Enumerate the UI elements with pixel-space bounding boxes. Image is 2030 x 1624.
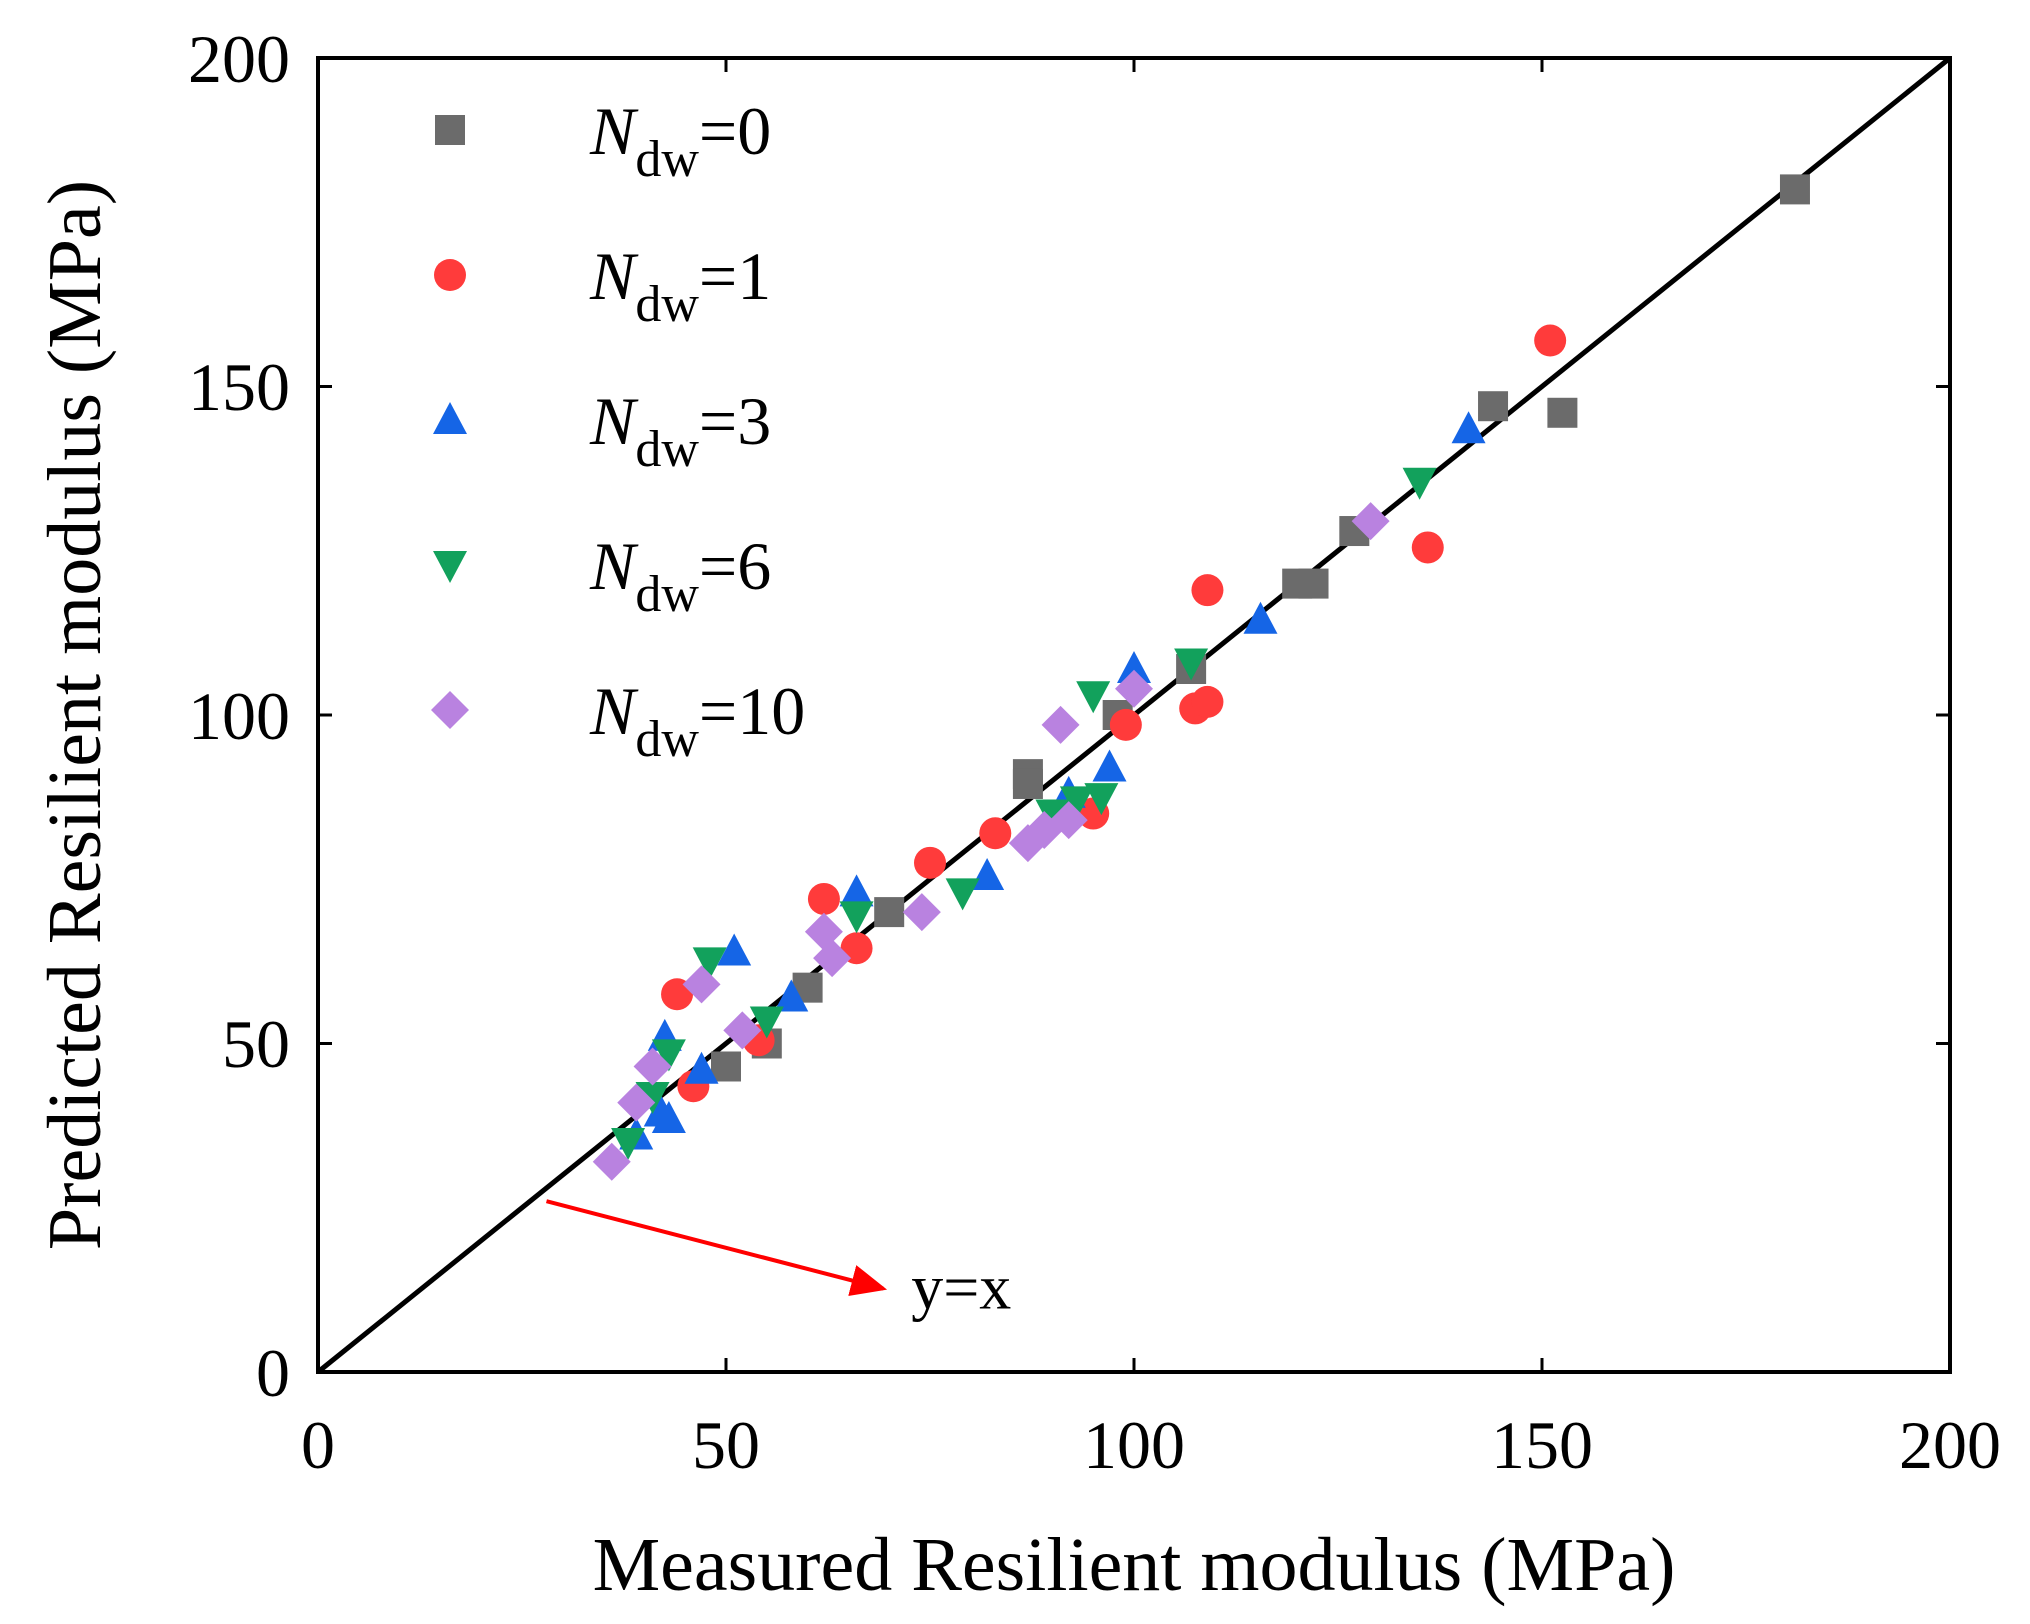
y-tick-label: 50	[222, 1006, 290, 1082]
legend-marker-square	[435, 115, 465, 145]
data-point	[592, 1142, 631, 1181]
data-point	[611, 1128, 646, 1161]
x-tick-label: 200	[1899, 1407, 2001, 1483]
legend-label: Ndw=3	[589, 383, 771, 478]
data-point	[1092, 749, 1127, 782]
data-point	[1547, 397, 1578, 428]
data-point	[1059, 786, 1094, 819]
x-tick-label: 0	[301, 1407, 335, 1483]
y-tick-label: 150	[188, 349, 290, 425]
data-point	[1035, 799, 1070, 832]
legend-label: Ndw=1	[589, 238, 771, 333]
annotation-label: y=x	[911, 1252, 1011, 1323]
data-point	[774, 979, 809, 1012]
data-point	[682, 965, 721, 1004]
data-point	[684, 1051, 719, 1084]
y-tick-label: 100	[188, 678, 290, 754]
data-point	[902, 893, 941, 932]
data-point	[914, 846, 946, 879]
tick-marks	[316, 56, 1952, 1374]
data-point	[1478, 391, 1509, 422]
data-point	[874, 897, 905, 928]
data-point	[1115, 669, 1153, 708]
legend-marker-diamond	[431, 691, 469, 729]
data-point	[970, 857, 1005, 890]
data-point	[1402, 467, 1437, 500]
data-point	[1411, 531, 1444, 564]
data-point	[1174, 648, 1209, 681]
data-point	[839, 901, 874, 934]
data-point	[979, 817, 1012, 850]
y-tick-label: 200	[188, 21, 290, 97]
series-triangle-down	[611, 467, 1437, 1161]
data-point	[1451, 411, 1486, 444]
data-point	[1351, 502, 1390, 541]
data-point	[1076, 681, 1111, 714]
legend-marker-triangle-down	[433, 551, 467, 583]
annotation-arrow	[545, 1199, 888, 1297]
legend-marker-triangle-up	[433, 402, 467, 434]
data-point	[1243, 601, 1278, 634]
y-tick-label: 0	[256, 1335, 290, 1411]
x-tick-label: 50	[692, 1407, 760, 1483]
data-point	[1084, 783, 1119, 816]
legend-label: Ndw=10	[589, 673, 805, 768]
data-point	[635, 1082, 670, 1115]
y-tick-labels: 0 50 100 150 200	[188, 21, 290, 1411]
data-point	[717, 933, 752, 966]
annotation-layer: y=x	[545, 1199, 1011, 1323]
legend-label: Ndw=6	[589, 528, 771, 623]
data-point	[617, 1083, 656, 1122]
x-axis-title: Measured Resilient modulus (MPa)	[593, 1523, 1676, 1607]
data-point	[1041, 705, 1080, 744]
data-point	[692, 947, 727, 980]
legend: Ndw=0 Ndw=1 Ndw=3 Ndw=6 Ndw=10	[431, 93, 805, 768]
y-axis-title: Predicted Resilient modulus (MPa)	[33, 180, 117, 1250]
legend-marker-circle	[434, 259, 466, 291]
data-point	[1298, 568, 1329, 599]
data-points	[592, 174, 1810, 1181]
data-point	[651, 1039, 686, 1072]
x-tick-label: 100	[1083, 1407, 1185, 1483]
data-point	[651, 1101, 686, 1134]
data-point	[1109, 708, 1142, 741]
data-point	[749, 1006, 784, 1039]
data-point	[633, 1047, 672, 1086]
data-point	[813, 939, 852, 978]
x-tick-label: 150	[1491, 1407, 1593, 1483]
data-point	[945, 878, 980, 911]
series-triangle-up	[619, 411, 1486, 1150]
data-point	[1191, 685, 1224, 718]
data-point	[807, 882, 840, 915]
x-tick-labels: 0 50 100 150 200	[301, 1407, 2001, 1483]
data-point	[839, 874, 874, 907]
data-point	[1191, 574, 1224, 607]
data-point	[711, 1051, 741, 1082]
data-point	[1012, 768, 1043, 799]
data-point	[1117, 651, 1151, 684]
series-diamond	[592, 502, 1390, 1181]
data-point	[1534, 324, 1567, 357]
data-point	[1779, 174, 1810, 205]
legend-label: Ndw=0	[589, 93, 771, 188]
data-point	[723, 1011, 762, 1050]
data-point	[1049, 801, 1088, 840]
